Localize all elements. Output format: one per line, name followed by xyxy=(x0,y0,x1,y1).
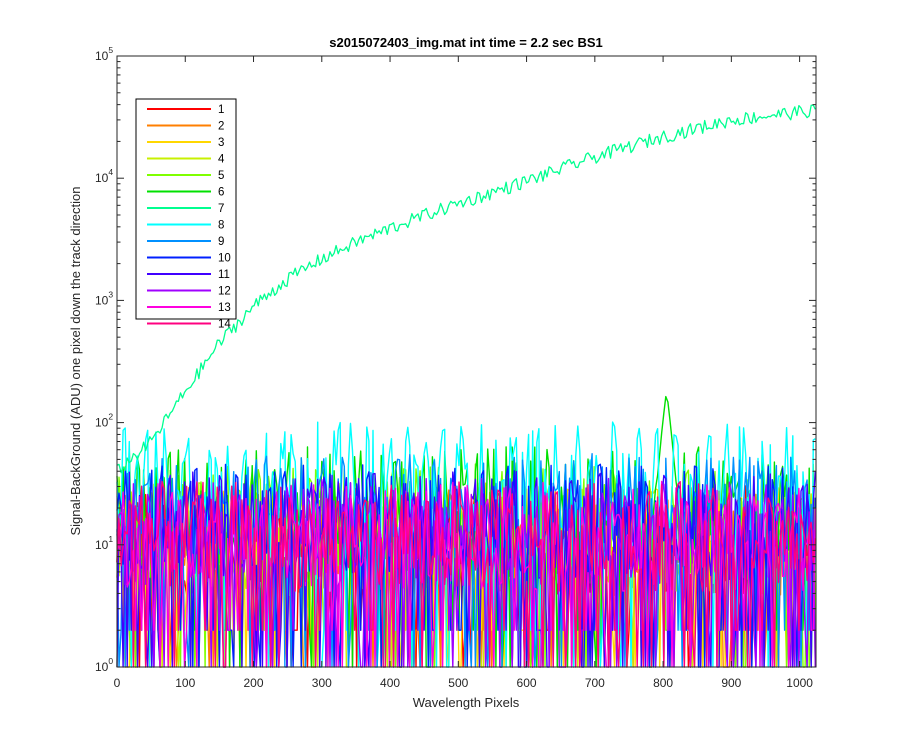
x-tick-label: 300 xyxy=(312,676,332,690)
legend-label-2: 2 xyxy=(218,121,224,133)
series-layer xyxy=(116,104,816,668)
y-tick-base: 10 xyxy=(95,538,109,552)
y-tick-exp: 3 xyxy=(108,289,113,299)
legend-label-4: 4 xyxy=(218,154,225,166)
x-axis: 0 100 200 300 400 500 600 700 800 900 1000 xyxy=(114,56,813,690)
x-tick-label: 100 xyxy=(175,676,195,690)
chart-title: s2015072403_img.mat int time = 2.2 sec B… xyxy=(329,35,603,50)
series-line-14 xyxy=(116,480,816,668)
legend-label-12: 12 xyxy=(218,286,231,298)
y-tick-exp: 4 xyxy=(108,167,113,177)
legend-label-7: 7 xyxy=(218,203,224,215)
x-tick-label: 500 xyxy=(448,676,468,690)
series-line-7 xyxy=(116,104,816,474)
x-axis-label: Wavelength Pixels xyxy=(413,695,520,710)
y-tick-exp: 5 xyxy=(108,45,113,55)
x-tick-label: 1000 xyxy=(786,676,813,690)
y-tick-exp: 2 xyxy=(108,412,113,422)
series-line-13 xyxy=(116,480,816,668)
y-tick-base: 10 xyxy=(95,660,109,674)
y-tick-exp: 0 xyxy=(108,656,113,666)
y-tick-label: 100 xyxy=(95,656,113,674)
plot-frame xyxy=(116,55,817,668)
y-tick-label: 101 xyxy=(95,534,113,552)
y-tick-base: 10 xyxy=(95,49,109,63)
y-tick-label: 104 xyxy=(95,167,113,185)
x-tick-label: 0 xyxy=(114,676,121,690)
legend-label-8: 8 xyxy=(218,220,224,232)
legend-label-3: 3 xyxy=(218,137,224,149)
y-tick-label: 103 xyxy=(95,289,113,307)
y-tick-base: 10 xyxy=(95,293,109,307)
x-tick-label: 200 xyxy=(244,676,264,690)
legend-label-13: 13 xyxy=(218,302,231,314)
x-tick-label: 400 xyxy=(380,676,400,690)
legend-label-14: 14 xyxy=(218,319,231,331)
x-tick-label: 800 xyxy=(653,676,673,690)
y-tick-base: 10 xyxy=(95,171,109,185)
legend-label-6: 6 xyxy=(218,187,224,199)
x-tick-label: 600 xyxy=(517,676,537,690)
legend-label-9: 9 xyxy=(218,236,224,248)
y-axis-label: Signal-BackGround (ADU) one pixel down t… xyxy=(68,186,83,535)
x-tick-label: 900 xyxy=(721,676,741,690)
y-tick-label: 105 xyxy=(95,45,113,63)
legend-label-11: 11 xyxy=(218,269,230,281)
legend-label-5: 5 xyxy=(218,170,224,182)
series-line-10 xyxy=(116,463,816,668)
legend-label-10: 10 xyxy=(218,253,231,265)
legend-label-1: 1 xyxy=(218,104,224,116)
x-tick-label: 700 xyxy=(585,676,605,690)
y-tick-base: 10 xyxy=(95,416,109,430)
y-tick-exp: 1 xyxy=(108,534,113,544)
y-tick-label: 102 xyxy=(95,412,113,430)
